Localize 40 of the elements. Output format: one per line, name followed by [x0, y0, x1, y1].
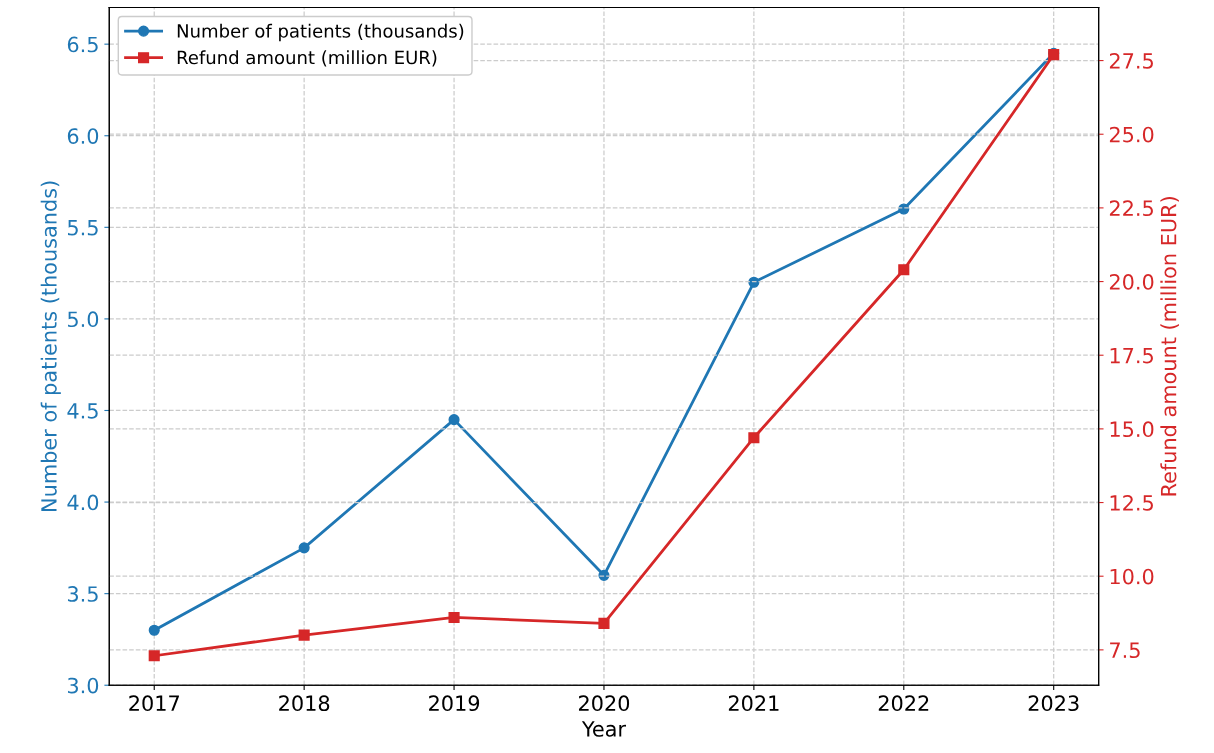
x-tick-label: 2020 [578, 695, 630, 712]
point [298, 542, 310, 554]
y-tick-label: 3.0 [67, 677, 99, 694]
y2-tick-label: 20.0 [1109, 274, 1154, 290]
x-tick-label: 2017 [129, 695, 179, 712]
x-tick-label: 2018 [279, 695, 330, 712]
y2-tick-label: 10.0 [1110, 568, 1154, 585]
y-tick-label: 5.5 [68, 220, 98, 236]
x-tick-label: 2023 [1028, 695, 1079, 712]
y-tick-label: 6.0 [67, 128, 99, 144]
y2-axis-title: Refund amount (million EUR) [1160, 197, 1179, 496]
point [148, 650, 160, 662]
y-axis-title: Number of patients (thousands) [40, 181, 61, 511]
y2-tick-label: 12.5 [1110, 495, 1153, 511]
y-tick-label: 4.5 [67, 403, 98, 419]
legend-label: Refund amount (million EUR) [177, 50, 437, 67]
x-axis-title: Year [581, 721, 627, 737]
point [298, 629, 310, 641]
y-tick-label: 3.5 [67, 586, 98, 602]
x-tick-label: 2021 [728, 695, 779, 712]
point [148, 624, 160, 636]
y2-tick-label: 22.5 [1109, 200, 1153, 217]
y2-tick-label: 17.5 [1110, 347, 1153, 364]
point [598, 617, 610, 629]
point [448, 414, 460, 426]
x-tick-label: 2019 [429, 695, 480, 712]
y-tick-label: 6.5 [67, 36, 98, 53]
point [598, 569, 610, 581]
point [748, 432, 760, 444]
y2-tick-label: 25.0 [1109, 126, 1154, 143]
x-tick-label: 2022 [878, 695, 929, 712]
y2-tick-label: 7.5 [1110, 642, 1140, 659]
y2-tick-label: 27.5 [1109, 53, 1153, 69]
y-tick-label: 5.0 [68, 311, 99, 328]
point [448, 611, 460, 624]
y-tick-label: 4.0 [67, 494, 99, 511]
point [748, 276, 760, 288]
legend-label: Number of patients (thousands) [177, 23, 464, 42]
point [898, 264, 910, 276]
y2-tick-label: 15.0 [1110, 421, 1154, 438]
